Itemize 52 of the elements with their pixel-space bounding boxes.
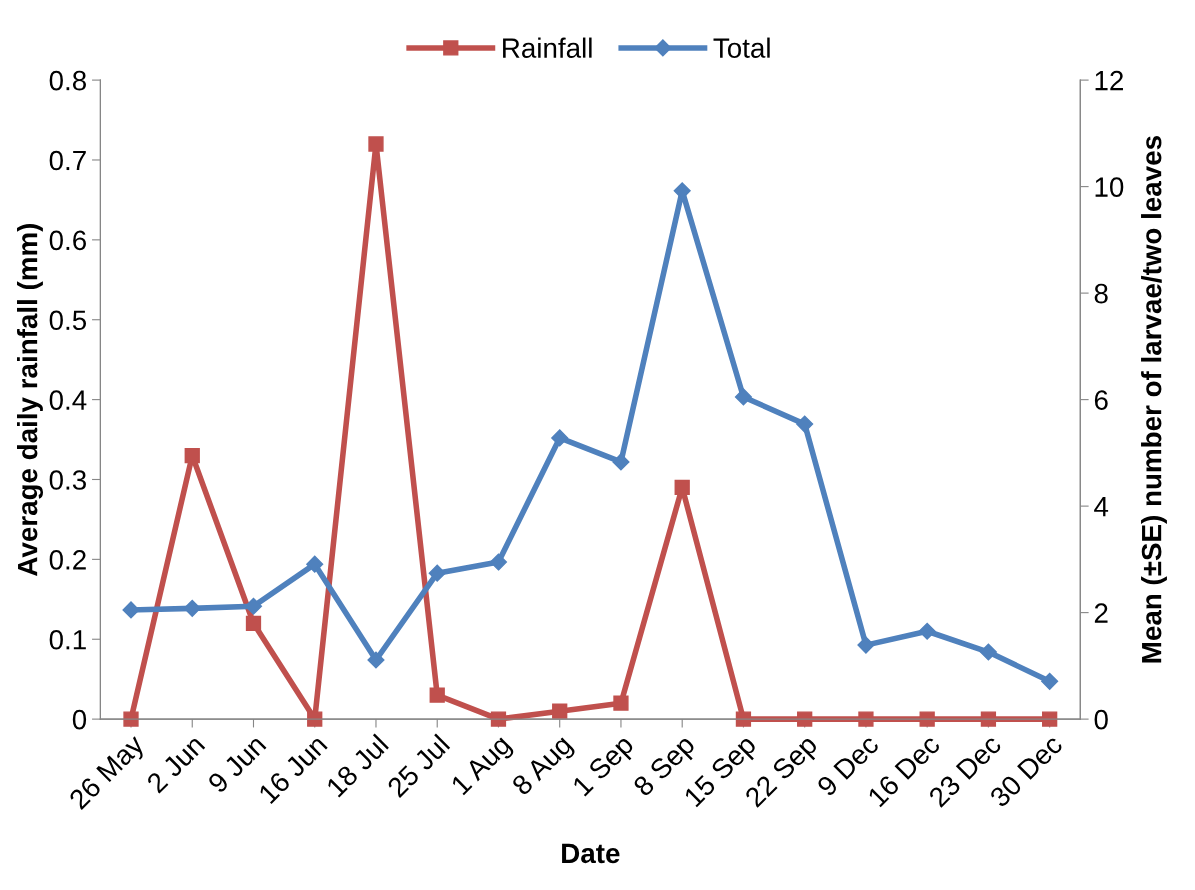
y-tick-label: 0.4 (49, 390, 87, 410)
y-tick-label: 0.8 (49, 70, 86, 91)
point (612, 453, 630, 471)
y2-tick-label: 8 (1094, 283, 1108, 304)
y-tick-label: 0.5 (49, 310, 87, 331)
point (1042, 711, 1058, 727)
y-tick-label: 0 (72, 709, 87, 730)
x-axis-title: Date (562, 843, 620, 864)
y2-tick-label: 2 (1094, 603, 1108, 623)
y-tick-label: 0.6 (49, 230, 86, 251)
point (613, 695, 629, 711)
y2-tick-label: 6 (1094, 390, 1108, 410)
point (858, 711, 874, 727)
legend-label: Total (713, 37, 770, 58)
point (979, 643, 997, 661)
point (551, 429, 569, 447)
point (429, 687, 445, 703)
point (674, 479, 690, 496)
point (552, 703, 568, 719)
y2-tick-label: 0 (1094, 709, 1108, 730)
point (918, 622, 936, 640)
y-tick-label: 0.3 (49, 470, 86, 490)
point (734, 388, 752, 406)
point (919, 711, 935, 727)
point (307, 711, 323, 727)
point (183, 599, 201, 617)
point (123, 711, 139, 727)
y2-tick-label: 12 (1095, 70, 1123, 91)
point (857, 636, 875, 654)
point (980, 711, 997, 727)
y-tick-label: 0.2 (49, 550, 86, 570)
point (735, 711, 752, 727)
point (796, 415, 814, 433)
point (306, 555, 324, 573)
point (1041, 672, 1059, 690)
point (367, 651, 385, 669)
y2-tick-label: 4 (1094, 497, 1109, 517)
point (489, 553, 508, 571)
y-tick-label: 0.1 (49, 629, 86, 650)
point (797, 711, 813, 727)
y2-tick-label: 10 (1095, 177, 1124, 197)
point (245, 615, 262, 631)
point (122, 601, 140, 619)
point (184, 447, 200, 464)
x-tick-label: 2 Jun (145, 734, 206, 794)
y-tick-label: 0.7 (49, 150, 86, 171)
point (428, 564, 446, 582)
legend-label: Rainfall (503, 37, 592, 58)
y2-axis-title: Mean (±SE) number of larvae/two leaves (1141, 136, 1167, 663)
point (490, 711, 507, 727)
y-axis-title: Average daily rainfall (mm) (17, 223, 44, 576)
point (368, 136, 384, 152)
